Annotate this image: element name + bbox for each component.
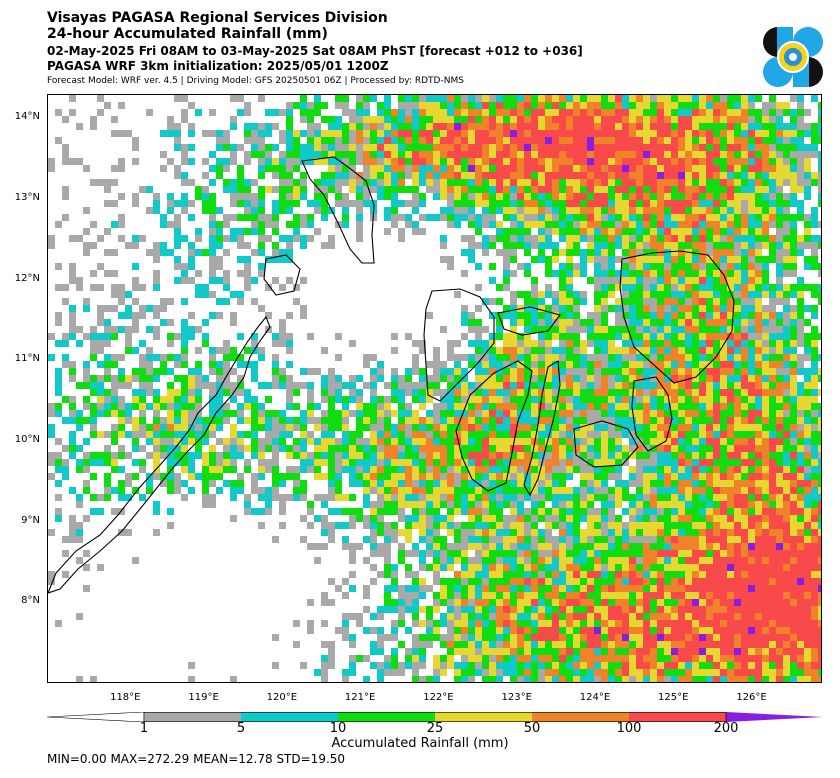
colorbar-extend-high — [726, 712, 823, 722]
lat-label: 9°N — [21, 514, 40, 526]
masbate-coastline — [497, 306, 561, 336]
lat-label: 12°N — [14, 272, 40, 284]
colorbar-segment — [144, 712, 241, 722]
lon-label: 124°E — [579, 692, 611, 703]
colorbar-segment — [629, 712, 726, 722]
colorbar-tick-label: 10 — [329, 721, 347, 736]
samar-coastline — [619, 250, 735, 384]
colorbar — [47, 712, 823, 722]
mindoro-coastline — [301, 156, 375, 264]
colorbar-tick-label: 100 — [616, 721, 642, 736]
cebu-coastline — [523, 360, 561, 497]
colorbar-segment — [241, 712, 338, 722]
map-title: Visayas PAGASA Regional Services Divisio… — [47, 10, 388, 26]
map-subtitle: 24-hour Accumulated Rainfall (mm) — [47, 26, 328, 42]
rainfall-statistics: MIN=0.00 MAX=272.29 MEAN=12.78 STD=19.50 — [47, 752, 346, 766]
lon-label: 118°E — [110, 692, 141, 703]
lat-label: 10°N — [14, 433, 40, 445]
bohol-coastline — [573, 420, 639, 468]
lon-label: 125°E — [658, 692, 689, 703]
lon-label: 119°E — [188, 692, 219, 703]
rainfall-raster — [48, 95, 821, 682]
lat-label: 13°N — [14, 191, 40, 203]
lat-label: 8°N — [21, 595, 40, 607]
lon-label: 126°E — [736, 692, 767, 703]
negros-coastline — [455, 360, 533, 492]
lon-label: 120°E — [266, 692, 298, 703]
colorbar-tick-label: 1 — [139, 721, 149, 736]
colorbar-tick-label: 5 — [236, 721, 246, 736]
lon-label: 122°E — [423, 692, 454, 703]
panay-coastline — [423, 288, 495, 402]
colorbar-tick-label: 50 — [523, 721, 541, 736]
coastlines — [48, 156, 735, 594]
colorbar-segment — [532, 712, 629, 722]
model-info: Forecast Model: WRF ver. 4.5 | Driving M… — [47, 76, 464, 86]
colorbar-segment — [338, 712, 435, 722]
lat-label: 11°N — [14, 353, 40, 365]
pagasa-logo — [763, 27, 823, 87]
colorbar-tick-label: 25 — [426, 721, 444, 736]
lon-label: 121°E — [344, 692, 376, 703]
palawan-coastline — [48, 315, 271, 594]
colorbar-segment — [435, 712, 532, 722]
colorbar-tick-label: 200 — [713, 721, 739, 736]
model-initialization: PAGASA WRF 3km initialization: 2025/05/0… — [47, 59, 389, 73]
colorbar-title: Accumulated Rainfall (mm) — [331, 736, 509, 751]
forecast-period: 02-May-2025 Fri 08AM to 03-May-2025 Sat … — [47, 44, 583, 58]
lon-label: 123°E — [501, 692, 532, 703]
calamian-coastline — [263, 254, 301, 296]
lat-label: 14°N — [14, 111, 40, 123]
rainfall-map — [47, 94, 822, 683]
leyte-coastline — [631, 376, 673, 452]
